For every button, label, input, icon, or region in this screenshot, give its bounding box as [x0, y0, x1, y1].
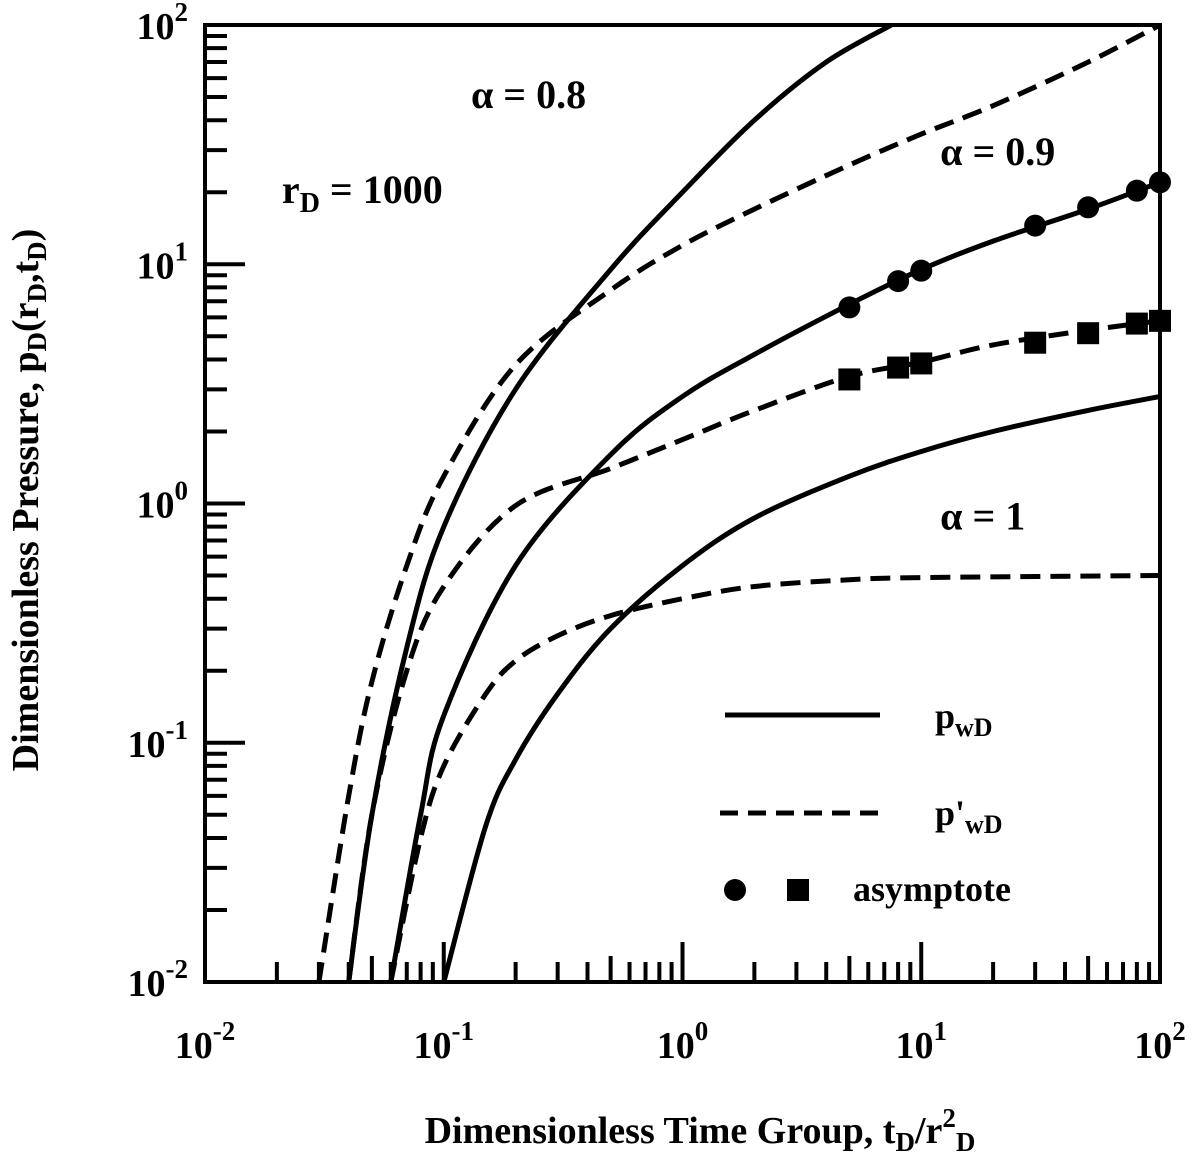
asymptote-circle-point — [910, 259, 933, 282]
x-tick-label: 101 — [896, 1016, 948, 1067]
asymptote-square-point — [887, 356, 910, 379]
series-line-alpha-1-pprime-wd — [388, 573, 1160, 982]
y-tick-label: 10-1 — [128, 715, 189, 766]
x-tick-label: 102 — [1134, 1016, 1186, 1067]
x-tick-labels: 10-2 10-1 100 101 102 — [175, 1016, 1186, 1067]
annotation-1: α = 0.9 — [940, 129, 1055, 174]
asymptote-square-point — [838, 368, 861, 391]
annotation-0: α = 0.8 — [471, 72, 586, 117]
annotation-2: α = 1 — [940, 493, 1025, 538]
series-line-alpha-09-pprime-wd — [346, 318, 1160, 982]
asymptote-square-point — [1077, 322, 1100, 345]
asymptote-circle-point — [1125, 179, 1148, 202]
x-tick-label: 10-1 — [414, 1016, 475, 1067]
series-line-alpha-09-pwd — [388, 179, 1160, 982]
series-lines — [316, 25, 1160, 982]
legend-square-marker — [787, 879, 809, 901]
y-tick-label: 100 — [137, 476, 189, 527]
asymptote-circle-point — [838, 296, 861, 319]
x-axis-title: Dimensionless Time Group, tD/r2D — [425, 1103, 976, 1157]
annotations: α = 0.8 α = 0.9 α = 1 rD = 1000 — [282, 72, 1055, 538]
y-tick-label: 101 — [137, 236, 189, 287]
series-line-alpha-08-pprime-wd — [316, 25, 1160, 982]
asymptote-circle-point — [1024, 214, 1047, 237]
legend-label-asymptote: asymptote — [853, 869, 1011, 909]
x-tick-label: 10-2 — [175, 1016, 236, 1067]
annotation-3: rD = 1000 — [282, 167, 443, 219]
plot-frame — [203, 23, 1162, 984]
asymptote-circle-point — [1077, 196, 1100, 219]
legend-label-pprime-wd: p'wD — [935, 793, 1003, 839]
legend: pwD p'wD asymptote — [720, 696, 1011, 909]
x-axis-ticks — [203, 942, 1152, 982]
legend-label-pwd: pwD — [935, 696, 993, 742]
legend-circle-marker — [724, 879, 746, 901]
y-axis-ticks — [205, 33, 245, 984]
asymptote-square-point — [910, 352, 933, 375]
y-tick-label: 10-2 — [128, 954, 189, 1005]
asymptote-square-point — [1024, 331, 1047, 354]
asymptote-markers — [838, 171, 1171, 391]
x-tick-label: 100 — [657, 1016, 709, 1067]
y-tick-label: 102 — [137, 0, 189, 48]
y-axis-title: Dimensionless Pressure, pD(rD,tD) — [5, 229, 52, 772]
y-tick-labels: 10-2 10-1 100 101 102 — [128, 0, 189, 1005]
asymptote-circle-point — [887, 270, 910, 293]
series-line-alpha-1-pwd — [441, 394, 1160, 982]
asymptote-square-point — [1125, 312, 1148, 335]
